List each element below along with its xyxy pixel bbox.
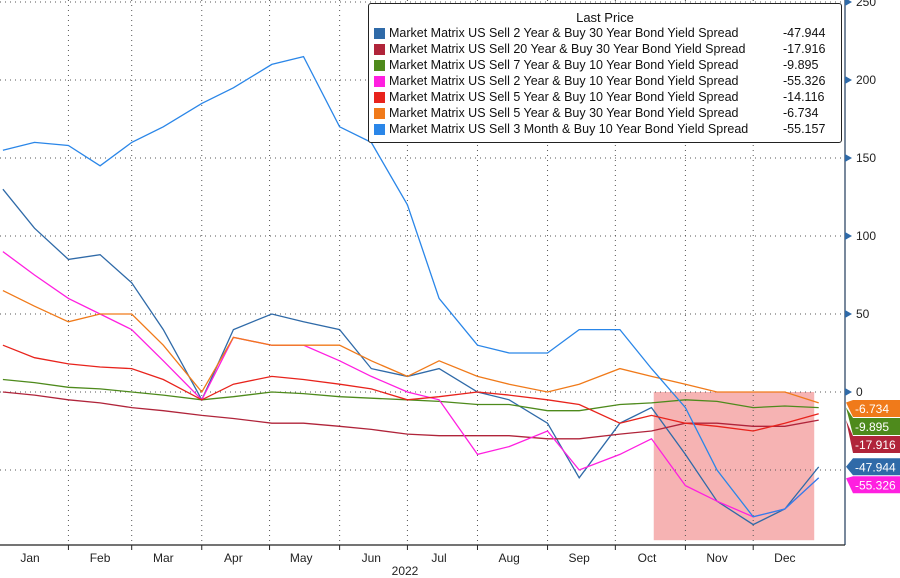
y-tick-label: 150 (856, 151, 876, 165)
legend-item: Market Matrix US Sell 5 Year & Buy 10 Ye… (369, 89, 841, 105)
y-tick-label: 50 (856, 307, 870, 321)
legend-label: Market Matrix US Sell 2 Year & Buy 30 Ye… (389, 26, 739, 40)
legend-swatch (374, 27, 385, 39)
x-tick-label: Mar (153, 551, 174, 565)
last-value-tag-bg (846, 407, 900, 435)
legend-last-value: -14.116 (783, 90, 825, 104)
last-value-tag-bg (846, 476, 900, 494)
legend-label: Market Matrix US Sell 20 Year & Buy 30 Y… (389, 42, 746, 56)
last-value-tag: -55.326 (855, 478, 896, 492)
x-tick-label: Jan (20, 551, 39, 565)
x-tick-label: Aug (498, 551, 519, 565)
legend-label: Market Matrix US Sell 3 Month & Buy 10 Y… (389, 122, 749, 136)
last-value-tag: -47.944 (855, 460, 896, 474)
legend-item: Market Matrix US Sell 7 Year & Buy 10 Ye… (369, 57, 841, 73)
x-tick-label: Sep (569, 551, 591, 565)
year-label: 2022 (392, 564, 419, 578)
legend-last-value: -55.157 (783, 122, 826, 136)
y-tick-marker (845, 310, 852, 318)
legend-last-value: -6.734 (783, 106, 819, 120)
legend-last-value: -17.916 (783, 42, 826, 56)
last-value-tag-bg (846, 458, 900, 476)
legend-last-value: -47.944 (783, 26, 826, 40)
y-tick-marker (845, 232, 852, 240)
legend-swatch (374, 91, 385, 103)
legend-swatch (374, 107, 385, 119)
x-tick-label: Apr (224, 551, 243, 565)
legend-last-value: -55.326 (783, 74, 826, 88)
y-tick-label: 250 (856, 0, 876, 9)
x-tick-label: Feb (90, 551, 111, 565)
legend-item: Market Matrix US Sell 20 Year & Buy 30 Y… (369, 41, 841, 57)
x-tick-label: Oct (638, 551, 657, 565)
highlight-region (653, 392, 815, 541)
y-tick-label: 0 (856, 385, 863, 399)
series-line-4 (2, 344, 819, 432)
series-line-6 (2, 55, 820, 518)
x-tick-label: Nov (706, 551, 727, 565)
legend-item: Market Matrix US Sell 3 Month & Buy 10 Y… (369, 121, 841, 137)
x-tick-label: Jun (362, 551, 381, 565)
x-tick-label: Dec (774, 551, 795, 565)
legend-swatch (374, 123, 385, 135)
legend-label: Market Matrix US Sell 5 Year & Buy 30 Ye… (389, 106, 739, 120)
y-tick-marker (845, 388, 852, 396)
legend-last-value: -9.895 (783, 58, 819, 72)
x-tick-label: May (290, 551, 313, 565)
y-tick-label: 200 (856, 73, 876, 87)
legend: Last Price Market Matrix US Sell 2 Year … (368, 3, 842, 143)
legend-label: Market Matrix US Sell 2 Year & Buy 10 Ye… (389, 74, 739, 88)
last-value-tag-bg (846, 400, 900, 417)
legend-item: Market Matrix US Sell 5 Year & Buy 30 Ye… (369, 105, 841, 121)
last-value-tag: -6.734 (855, 402, 889, 416)
series-line-3 (2, 251, 820, 518)
legend-label: Market Matrix US Sell 7 Year & Buy 10 Ye… (389, 58, 739, 72)
y-tick-marker (845, 76, 852, 84)
legend-title: Last Price (576, 10, 634, 25)
legend-label: Market Matrix US Sell 5 Year & Buy 10 Ye… (389, 90, 739, 104)
legend-swatch (374, 75, 385, 87)
last-value-tag: -9.895 (855, 420, 889, 434)
y-tick-marker (845, 154, 852, 162)
legend-item: Market Matrix US Sell 2 Year & Buy 30 Ye… (369, 25, 841, 41)
y-tick-label: 100 (856, 229, 876, 243)
y-tick-marker (845, 0, 852, 6)
last-value-tag: -17.916 (855, 438, 896, 452)
x-tick-label: Jul (431, 551, 446, 565)
legend-item: Market Matrix US Sell 2 Year & Buy 10 Ye… (369, 73, 841, 89)
legend-swatch (374, 59, 385, 71)
series-line-5 (2, 290, 819, 404)
legend-swatch (374, 43, 385, 55)
last-value-tag-bg (846, 419, 900, 453)
